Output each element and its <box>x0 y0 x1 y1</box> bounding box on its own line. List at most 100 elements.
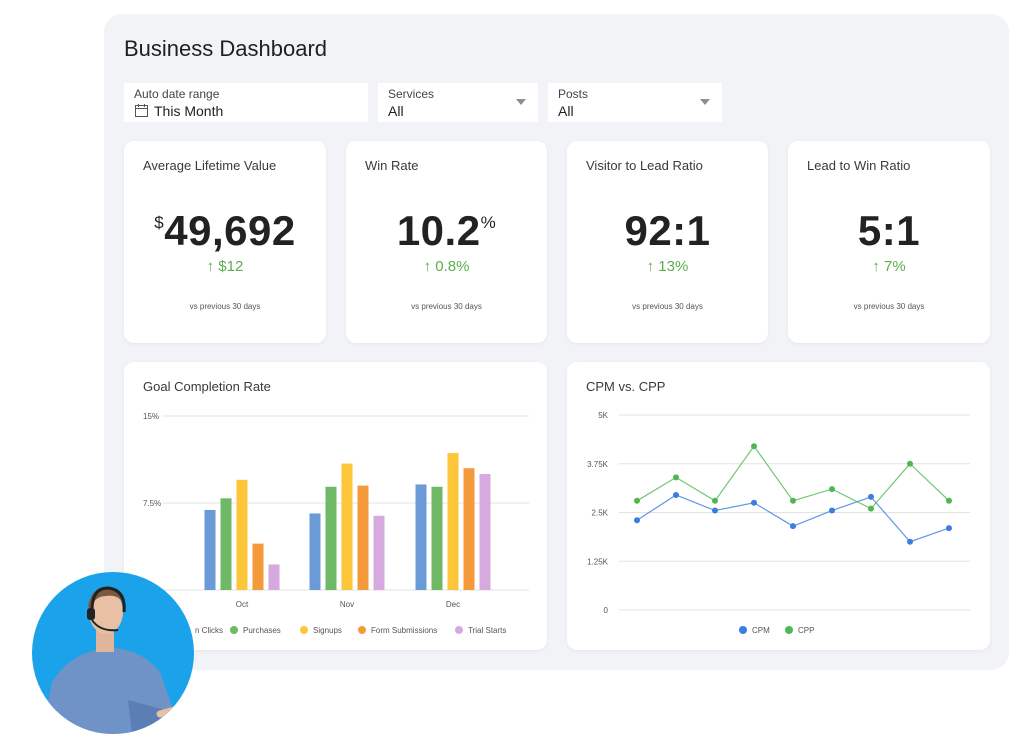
date-range-value: This Month <box>154 103 224 119</box>
x-tick-label: Nov <box>340 600 354 609</box>
legend-marker <box>230 626 238 634</box>
kpi-card-visitor-lead-ratio[interactable]: Visitor to Lead Ratio 92:1 ↑ 13% vs prev… <box>567 141 768 343</box>
cpm-cpp-card[interactable]: CPM vs. CPP 5K 3.75K 2.5K 1.25K 0 CPM CPP <box>567 362 990 650</box>
x-tick-label: Oct <box>236 600 249 609</box>
y-tick-label: 15% <box>143 412 159 421</box>
kpi-number: 10.2 <box>396 207 481 254</box>
date-range-filter[interactable]: Auto date range This Month <box>124 83 368 122</box>
kpi-label: Visitor to Lead Ratio <box>586 158 703 173</box>
y-tick-label: 5K <box>598 411 608 420</box>
kpi-delta: ↑ 7% <box>872 258 906 275</box>
kpi-suffix: % <box>480 213 497 232</box>
point-cpp <box>673 474 679 481</box>
x-tick-label: Dec <box>446 600 460 609</box>
goal-completion-card[interactable]: Goal Completion Rate 15% 7.5% Oct Nov Dec n C… <box>124 362 547 650</box>
page-title: Business Dashboard <box>124 36 328 61</box>
y-tick-label: 1.25K <box>587 557 609 566</box>
kpi-label: Average Lifetime Value <box>143 158 277 173</box>
kpi-value: 92:1 <box>624 207 711 254</box>
kpi-label: Win Rate <box>365 158 419 173</box>
bar-button-clicks <box>309 513 321 590</box>
point-cpp <box>790 497 796 504</box>
point-cpp <box>829 486 835 493</box>
y-tick-label: 3.75K <box>587 460 609 469</box>
kpi-delta: ↑ $12 <box>206 258 244 275</box>
y-tick-label: 7.5% <box>143 499 161 508</box>
kpi-number: 49,692 <box>164 207 296 254</box>
bar-signups <box>447 453 459 590</box>
point-cpm <box>673 491 679 498</box>
point-cpm <box>790 523 796 530</box>
bar-purchases <box>220 498 232 590</box>
kpi-label: Lead to Win Ratio <box>807 158 911 173</box>
legend-label: n Clicks <box>195 626 223 635</box>
legend-marker <box>358 626 366 634</box>
kpi-delta: ↑ 13% <box>646 258 689 275</box>
bar-purchases <box>325 486 337 590</box>
legend-marker <box>300 626 308 634</box>
legend-marker <box>455 626 463 634</box>
legend-label: CPP <box>798 626 814 635</box>
date-range-label: Auto date range <box>134 87 220 101</box>
kpi-value: 10.2% <box>346 207 547 255</box>
chart-title: CPM vs. CPP <box>586 379 666 394</box>
bar-button-clicks <box>415 484 427 590</box>
bar-form-submissions <box>357 485 369 590</box>
chart-title: Goal Completion Rate <box>143 379 271 394</box>
point-cpp <box>907 460 913 467</box>
bar-trial-starts <box>268 564 280 590</box>
services-label: Services <box>388 87 435 101</box>
services-filter[interactable]: Services All <box>378 83 538 122</box>
bar-form-submissions <box>463 468 475 590</box>
posts-filter[interactable]: Posts All <box>548 83 722 122</box>
legend-label: Trial Starts <box>468 626 506 635</box>
bar-form-submissions <box>252 543 264 590</box>
kpi-comparison-note: vs previous 30 days <box>632 302 703 311</box>
legend-label: CPM <box>752 626 770 635</box>
posts-value: All <box>558 103 574 119</box>
legend-marker <box>785 626 793 634</box>
point-cpm <box>946 525 952 532</box>
point-cpm <box>634 517 640 524</box>
kpi-comparison-note: vs previous 30 days <box>411 302 482 311</box>
kpi-card-lead-win-ratio[interactable]: Lead to Win Ratio 5:1 ↑ 7% vs previous 3… <box>788 141 990 343</box>
calendar-icon <box>135 104 148 117</box>
bar-signups <box>341 463 353 590</box>
point-cpm <box>829 507 835 514</box>
bar-trial-starts <box>479 474 491 590</box>
support-agent-avatar <box>32 572 194 734</box>
bar-signups <box>236 479 248 590</box>
kpi-prefix: $ <box>154 213 165 232</box>
y-tick-label: 0 <box>604 606 609 615</box>
posts-label: Posts <box>558 87 589 101</box>
kpi-value: $49,692 <box>124 207 326 255</box>
kpi-card-win-rate[interactable]: Win Rate 10.2% ↑ 0.8% vs previous 30 day… <box>346 141 547 343</box>
point-cpp <box>712 497 718 504</box>
kpi-value: 5:1 <box>857 207 921 254</box>
chevron-down-icon <box>700 99 710 105</box>
bar-purchases <box>431 486 443 590</box>
person-with-headset-illustration <box>42 586 186 734</box>
bar-trial-starts <box>373 515 385 590</box>
kpi-comparison-note: vs previous 30 days <box>189 302 261 311</box>
point-cpm <box>712 507 718 514</box>
cpm-cpp-line-chart: 5K 3.75K 2.5K 1.25K 0 CPM CPP <box>587 411 970 635</box>
point-cpp <box>634 497 640 504</box>
chevron-down-icon <box>516 99 526 105</box>
bar-button-clicks <box>204 509 216 590</box>
point-cpp <box>946 497 952 504</box>
services-value: All <box>388 103 404 119</box>
legend-label: Purchases <box>243 626 281 635</box>
y-tick-label: 2.5K <box>592 509 609 518</box>
point-cpm <box>907 538 913 545</box>
kpi-card-lifetime-value[interactable]: Average Lifetime Value $49,692 ↑ $12 vs … <box>124 141 326 343</box>
point-cpm <box>751 499 757 506</box>
legend-marker <box>739 626 747 634</box>
point-cpp <box>751 443 757 450</box>
goal-completion-bar-chart: 15% 7.5% Oct Nov Dec n Clicks Purchases Signups… <box>143 412 529 635</box>
point-cpp <box>868 505 874 512</box>
legend-label: Form Submissions <box>371 626 437 635</box>
kpi-comparison-note: vs previous 30 days <box>853 302 925 311</box>
kpi-delta: ↑ 0.8% <box>423 258 470 275</box>
point-cpm <box>868 493 874 500</box>
